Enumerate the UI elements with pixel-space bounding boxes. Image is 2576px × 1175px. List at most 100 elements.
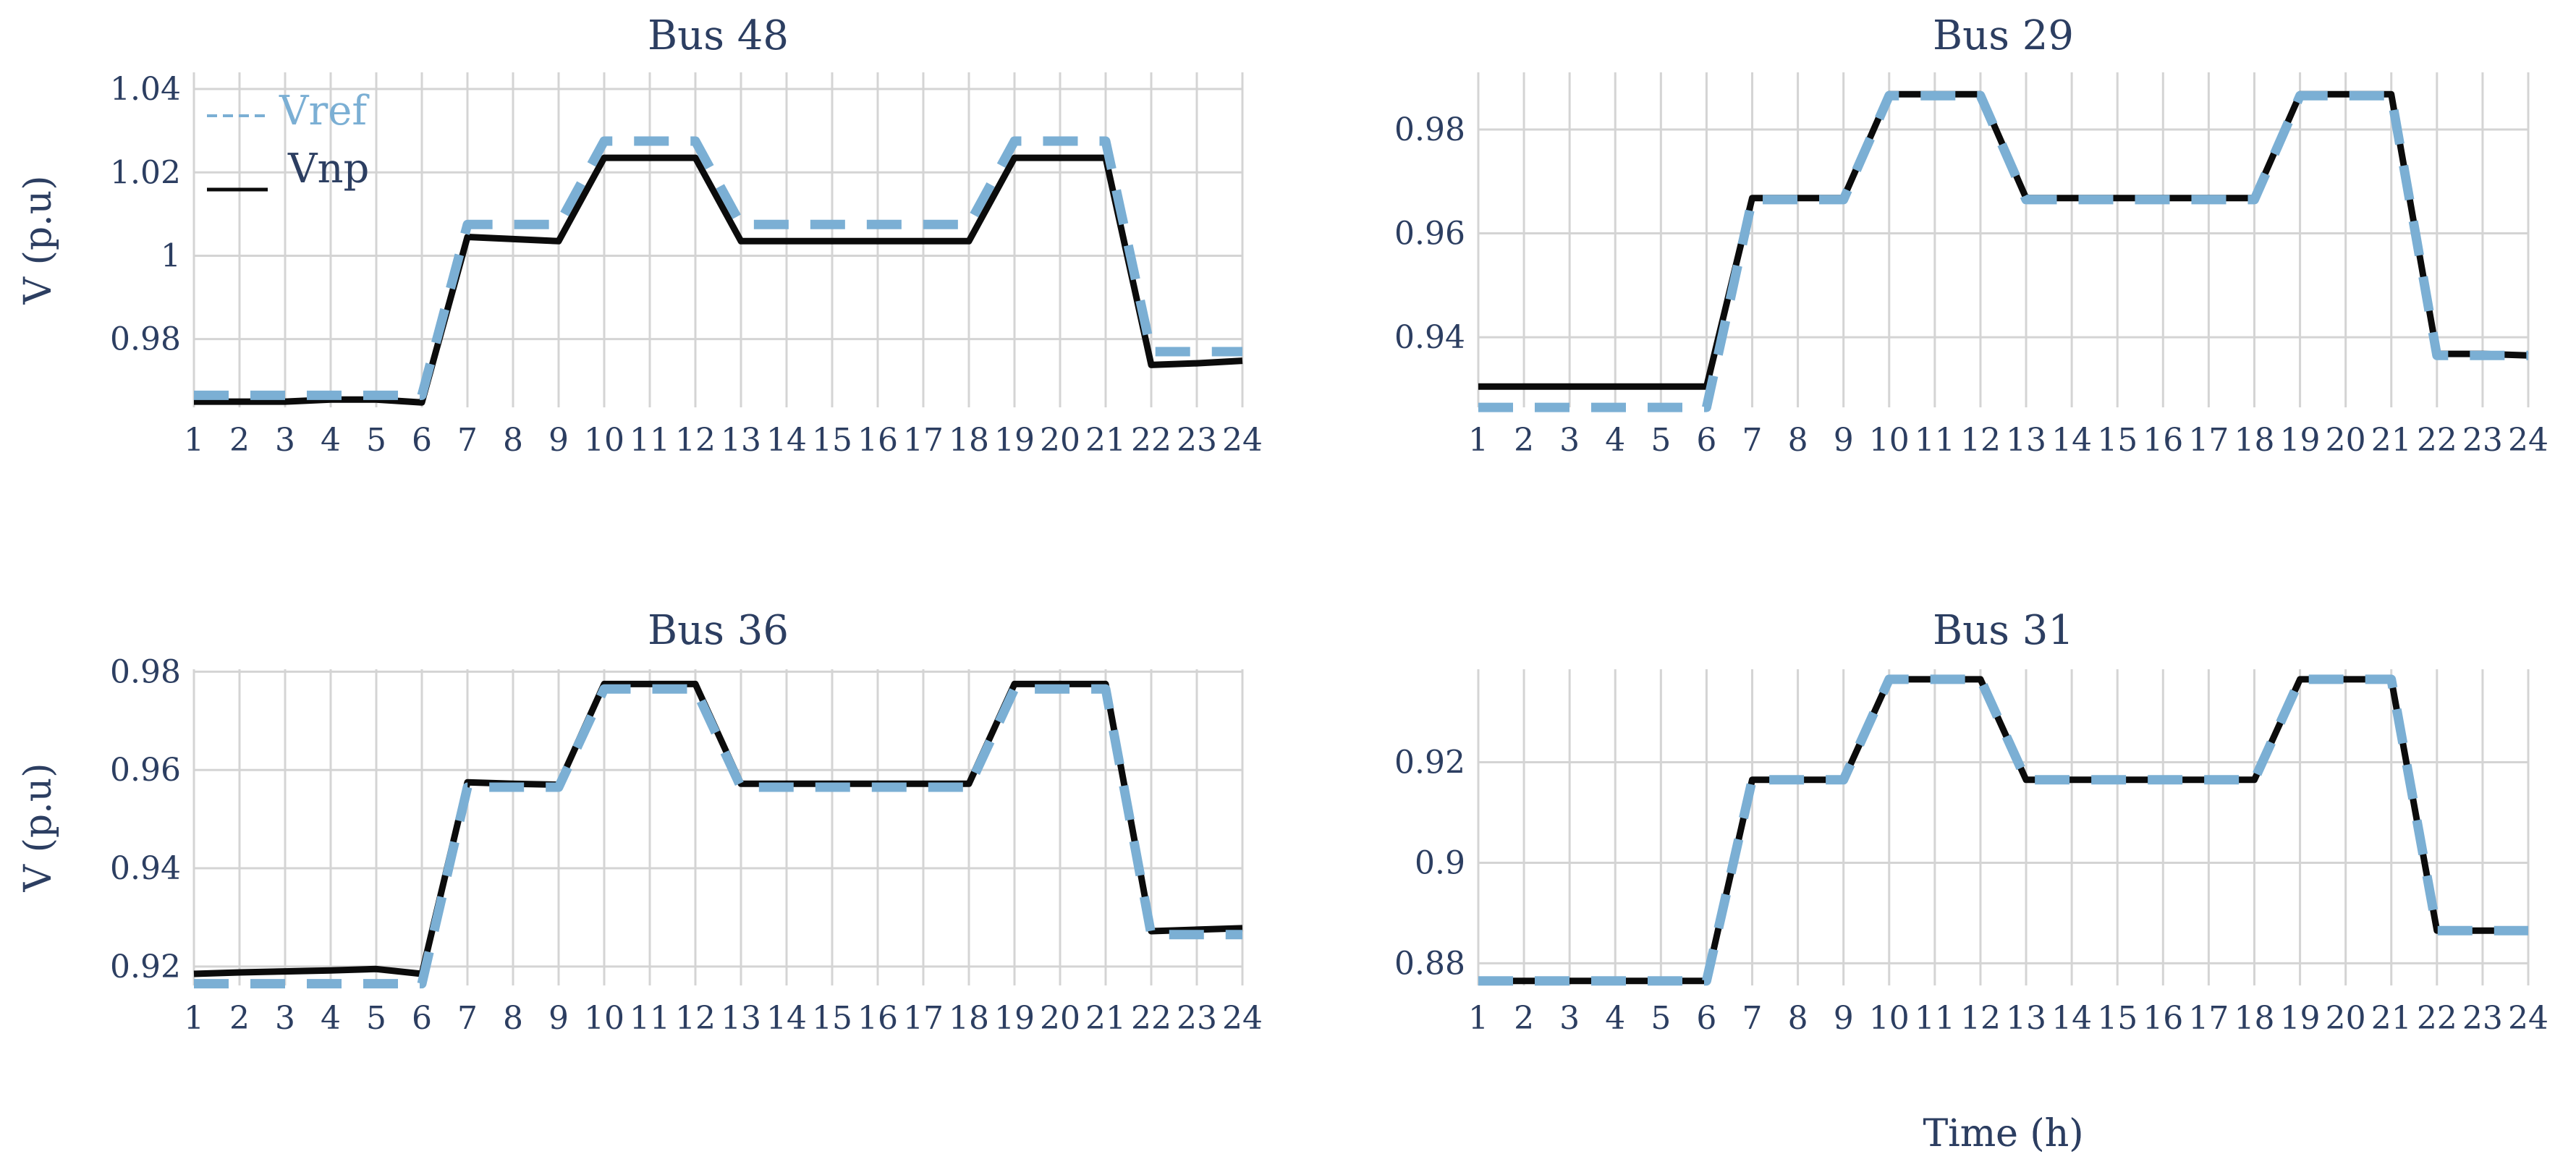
series-group	[1478, 90, 2529, 412]
x-tick-label: 17	[2188, 422, 2229, 459]
x-tick-label: 5	[366, 422, 386, 459]
y-tick-label: 0.88	[1394, 945, 1465, 982]
x-tick-label: 3	[1559, 422, 1580, 459]
series-line-vnp	[1478, 90, 2529, 390]
series-group	[194, 136, 1243, 406]
x-tick-label: 16	[2143, 422, 2183, 459]
x-tick-label: 10	[1869, 422, 1910, 459]
x-tick-label: 11	[630, 422, 670, 459]
x-tick-label: 16	[857, 1000, 898, 1037]
x-tick-label: 20	[1040, 1000, 1080, 1037]
x-tick-label: 23	[1177, 422, 1217, 459]
x-tick-label: 7	[457, 1000, 478, 1037]
x-tick-label: 1	[1468, 422, 1488, 459]
x-tick-label: 8	[503, 422, 523, 459]
legend: Vref Vnp	[207, 88, 370, 192]
y-tick-label: 0.92	[1394, 745, 1465, 781]
x-tick-label: 12	[675, 422, 716, 459]
x-tick-label: 5	[1651, 1000, 1671, 1037]
x-tick-label: 18	[949, 422, 989, 459]
x-tick-label: 20	[2326, 1000, 2366, 1037]
y-tick-label: 0.92	[110, 949, 181, 985]
x-tick-label: 14	[766, 422, 807, 459]
x-tick-label: 21	[2371, 1000, 2412, 1037]
legend-label-vref: Vref	[279, 88, 370, 135]
y-tick-label: 0.98	[110, 653, 181, 690]
legend-label-vnp: Vnp	[287, 145, 369, 192]
y-tick-label: 1	[161, 237, 181, 274]
series-line-vnp	[194, 154, 1243, 406]
x-tick-label: 9	[1834, 1000, 1854, 1037]
x-tick-label: 2	[229, 422, 250, 459]
series-line-vref	[1478, 674, 2528, 986]
x-tick-label: 14	[766, 1000, 807, 1037]
x-tick-label: 5	[366, 1000, 386, 1037]
x-tick-label: 4	[321, 422, 341, 459]
x-tick-label: 9	[1834, 422, 1854, 459]
x-tick-label: 18	[2234, 422, 2274, 459]
x-tick-label: 13	[2006, 422, 2046, 459]
x-tick-label: 21	[1085, 1000, 1126, 1037]
series-line-vnp	[193, 680, 1243, 977]
x-tick-label: 19	[2280, 422, 2321, 459]
x-tick-label: 12	[1960, 1000, 2001, 1037]
x-tick-label: 13	[721, 422, 761, 459]
x-tick-label: 8	[1788, 422, 1808, 459]
x-tick-label: 10	[584, 1000, 624, 1037]
x-tick-label: 7	[1742, 422, 1763, 459]
x-tick-label: 6	[1696, 1000, 1716, 1037]
x-tick-label: 20	[2326, 422, 2366, 459]
x-tick-label: 12	[675, 1000, 716, 1037]
x-axis-label: Time (h)	[1923, 1112, 2084, 1155]
x-tick-label: 6	[412, 422, 432, 459]
x-tick-label: 6	[412, 1000, 432, 1037]
x-tick-label: 24	[1222, 1000, 1263, 1037]
x-tick-label: 13	[721, 1000, 761, 1037]
x-tick-label: 1	[184, 422, 204, 459]
panel-2: Bus 360.920.940.960.981 2 3 4 5 6 7 8 9 10 11 12 13 1…	[17, 607, 1263, 1037]
panel-1: Bus 290.940.960.981 2 3 4 5 6 7 8 9 10 11 12 13 14 15 1…	[1394, 12, 2549, 1155]
y-tick-label: 0.94	[1394, 319, 1465, 356]
x-tick-label: 2	[1514, 422, 1534, 459]
chart-title: Bus 31	[1933, 607, 2074, 654]
x-tick-label: 8	[503, 1000, 523, 1037]
y-axis-label: V (p.u)	[17, 763, 60, 893]
x-tick-label: 16	[857, 422, 898, 459]
series-group	[1478, 674, 2528, 986]
x-tick-label: 15	[812, 422, 852, 459]
x-tick-label: 20	[1040, 422, 1080, 459]
x-tick-label: 7	[457, 422, 478, 459]
x-tick-label: 16	[2143, 1000, 2183, 1037]
x-tick-label: 13	[2006, 1000, 2046, 1037]
x-tick-label: 15	[2097, 1000, 2138, 1037]
x-tick-label: 10	[584, 422, 624, 459]
x-tick-label: 22	[2417, 1000, 2457, 1037]
x-tick-label: 19	[2280, 1000, 2321, 1037]
series-group	[193, 680, 1243, 989]
x-tick-label: 2	[229, 1000, 250, 1037]
chart-title: Bus 29	[1933, 12, 2074, 59]
x-axis-label: Time (h)	[1923, 1112, 2084, 1155]
y-tick-label: 0.9	[1415, 844, 1465, 881]
x-tick-label: 24	[2508, 422, 2549, 459]
x-tick-label: 22	[1131, 1000, 1172, 1037]
x-tick-label: 11	[630, 1000, 670, 1037]
x-tick-label: 3	[275, 422, 295, 459]
x-tick-label: 7	[1742, 1000, 1763, 1037]
x-tick-label: 8	[1788, 1000, 1808, 1037]
y-tick-label: 0.98	[1394, 111, 1465, 148]
x-tick-label: 4	[1605, 422, 1625, 459]
y-tick-label: 1.04	[110, 71, 181, 108]
panel-3: Bus 310.880.90.921 2 3 4 5 6 7 8 9 10 11 12 13 14 15 16…	[1394, 607, 2549, 1155]
chart-title: Bus 36	[648, 607, 789, 654]
x-tick-label: 23	[1177, 1000, 1217, 1037]
y-tick-label: 0.94	[110, 850, 181, 887]
x-tick-label: 23	[2462, 1000, 2503, 1037]
series-line-vref	[194, 136, 1242, 400]
chart-title: Bus 48	[648, 12, 789, 59]
x-tick-label: 19	[994, 422, 1035, 459]
x-tick-label: 15	[812, 1000, 852, 1037]
x-tick-label: 1	[1468, 1000, 1488, 1037]
